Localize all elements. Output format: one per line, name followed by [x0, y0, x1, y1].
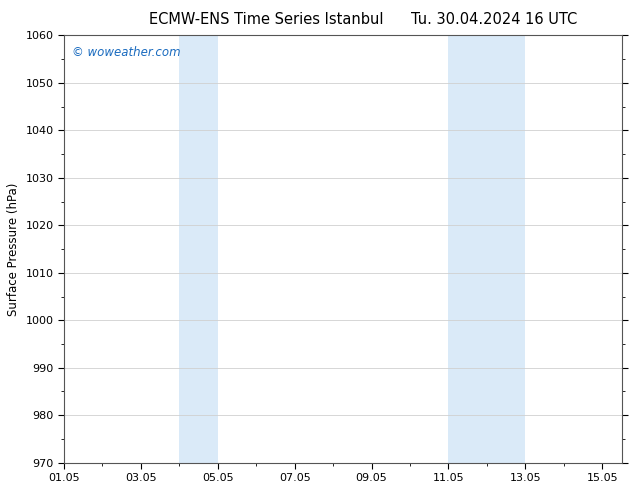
Text: ECMW-ENS Time Series Istanbul: ECMW-ENS Time Series Istanbul	[149, 12, 384, 27]
Text: © woweather.com: © woweather.com	[72, 46, 181, 59]
Text: Tu. 30.04.2024 16 UTC: Tu. 30.04.2024 16 UTC	[411, 12, 578, 27]
Y-axis label: Surface Pressure (hPa): Surface Pressure (hPa)	[7, 182, 20, 316]
Bar	[179, 35, 218, 463]
Bar	[448, 35, 526, 463]
